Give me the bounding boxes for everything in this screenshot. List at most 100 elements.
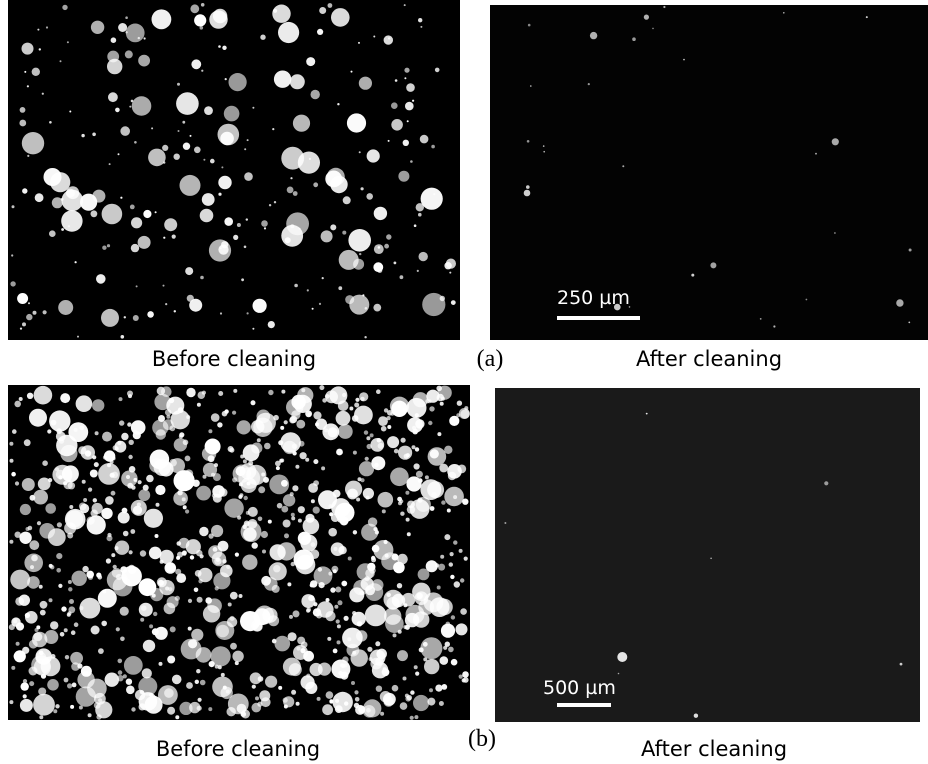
particle (156, 429, 166, 439)
particle (252, 107, 254, 109)
particle (125, 50, 133, 58)
particle (131, 420, 146, 435)
particle (80, 194, 97, 211)
particle (16, 642, 20, 646)
particle (363, 488, 374, 499)
particle (228, 446, 234, 452)
particle (107, 59, 122, 74)
particle (336, 619, 340, 623)
particle (258, 309, 260, 311)
particle (92, 503, 103, 514)
caption: Before cleaning (156, 737, 320, 761)
particle (184, 477, 189, 482)
particle (252, 328, 254, 330)
particle (75, 261, 77, 263)
particle (356, 498, 360, 502)
particle (691, 274, 694, 277)
particle (417, 593, 423, 599)
particle (133, 506, 142, 515)
particle (82, 480, 86, 484)
particle (436, 386, 442, 392)
particle (110, 460, 114, 464)
particle (61, 606, 66, 611)
particle (61, 210, 82, 231)
particle (137, 503, 141, 507)
particle (27, 85, 29, 87)
particle (165, 562, 175, 572)
particle (326, 691, 334, 699)
particle (359, 151, 361, 153)
particle (158, 415, 165, 422)
particle (224, 499, 243, 518)
particle (310, 580, 317, 587)
particle (68, 422, 88, 442)
particle (113, 445, 118, 450)
particle (211, 413, 220, 422)
particle (457, 465, 466, 474)
particle (308, 483, 318, 493)
particle (237, 420, 251, 434)
micrograph (8, 0, 460, 340)
particle (313, 459, 318, 464)
particle (123, 674, 127, 678)
particle (109, 163, 111, 165)
particle (309, 158, 311, 160)
particle (289, 615, 293, 619)
particle (172, 235, 176, 239)
panel-label: (a) (477, 346, 504, 372)
particle (316, 608, 320, 612)
particle (273, 415, 279, 421)
particle (459, 675, 463, 679)
particle (437, 586, 441, 590)
particle (353, 530, 357, 534)
particle (710, 262, 716, 268)
particle (19, 595, 30, 606)
particle (632, 37, 636, 41)
particle (237, 223, 241, 227)
particle (313, 507, 320, 514)
particle (313, 602, 317, 606)
particle (107, 463, 111, 467)
caption: Before cleaning (152, 347, 316, 371)
particle (269, 204, 271, 206)
particle (95, 431, 99, 435)
particle (340, 517, 349, 526)
particle (212, 552, 226, 566)
particle (203, 605, 220, 622)
particle (364, 430, 368, 434)
particle (143, 485, 149, 491)
particle (186, 388, 195, 397)
particle (380, 712, 384, 716)
particle (42, 460, 48, 466)
particle (203, 159, 205, 161)
particle (783, 12, 785, 14)
particle (412, 100, 414, 102)
particle (387, 436, 399, 448)
particle (120, 637, 125, 642)
particle (305, 682, 317, 694)
particle (174, 154, 180, 160)
particle (105, 673, 119, 687)
particle (400, 702, 408, 710)
particle (393, 633, 397, 637)
particle (293, 115, 310, 132)
particle (280, 426, 284, 430)
particle (291, 516, 295, 520)
particle (51, 654, 56, 659)
particle (40, 601, 48, 609)
particle (338, 600, 343, 605)
particle (414, 665, 418, 669)
particle (392, 685, 399, 692)
particle (120, 566, 127, 573)
particle (253, 305, 255, 307)
particle (694, 714, 698, 718)
particle (297, 387, 313, 403)
particle (418, 498, 423, 503)
particle (351, 681, 355, 685)
particle (183, 505, 187, 509)
particle (527, 140, 530, 143)
particle (125, 16, 128, 19)
particle (447, 509, 451, 513)
particle (201, 70, 203, 72)
particle (293, 191, 298, 196)
